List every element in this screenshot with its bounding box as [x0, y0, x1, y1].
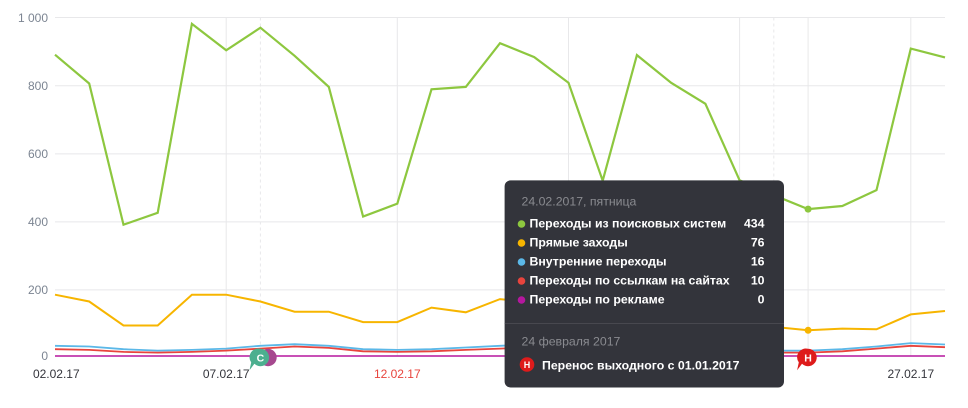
svg-text:16: 16 — [751, 255, 765, 269]
svg-text:0: 0 — [758, 293, 765, 307]
svg-text:Переходы по ссылкам на сайтах: Переходы по ссылкам на сайтах — [530, 274, 730, 288]
svg-text:H: H — [524, 360, 531, 370]
svg-text:24.02.2017, пятница: 24.02.2017, пятница — [522, 195, 637, 209]
svg-text:800: 800 — [28, 79, 48, 93]
svg-text:400: 400 — [28, 215, 48, 229]
svg-text:12.02.17: 12.02.17 — [374, 367, 421, 381]
svg-text:Внутренние переходы: Внутренние переходы — [530, 255, 667, 269]
svg-text:Переходы из поисковых систем: Переходы из поисковых систем — [530, 217, 727, 231]
svg-text:10: 10 — [751, 274, 765, 288]
svg-text:200: 200 — [28, 283, 48, 297]
svg-text:Перенос выходного с 01.01.2017: Перенос выходного с 01.01.2017 — [542, 359, 740, 373]
svg-text:27.02.17: 27.02.17 — [887, 367, 934, 381]
svg-text:Прямые заходы: Прямые заходы — [530, 236, 628, 250]
svg-text:02.02.17: 02.02.17 — [33, 367, 80, 381]
svg-text:76: 76 — [751, 236, 765, 250]
svg-text:C: C — [257, 352, 265, 364]
svg-text:434: 434 — [744, 217, 765, 231]
svg-text:Переходы по рекламе: Переходы по рекламе — [530, 293, 665, 307]
svg-text:0: 0 — [41, 349, 48, 363]
svg-text:H: H — [804, 352, 812, 364]
svg-text:600: 600 — [28, 147, 48, 161]
svg-text:07.02.17: 07.02.17 — [203, 367, 250, 381]
svg-text:24 февраля 2017: 24 февраля 2017 — [522, 335, 621, 349]
svg-text:1 000: 1 000 — [18, 11, 48, 25]
